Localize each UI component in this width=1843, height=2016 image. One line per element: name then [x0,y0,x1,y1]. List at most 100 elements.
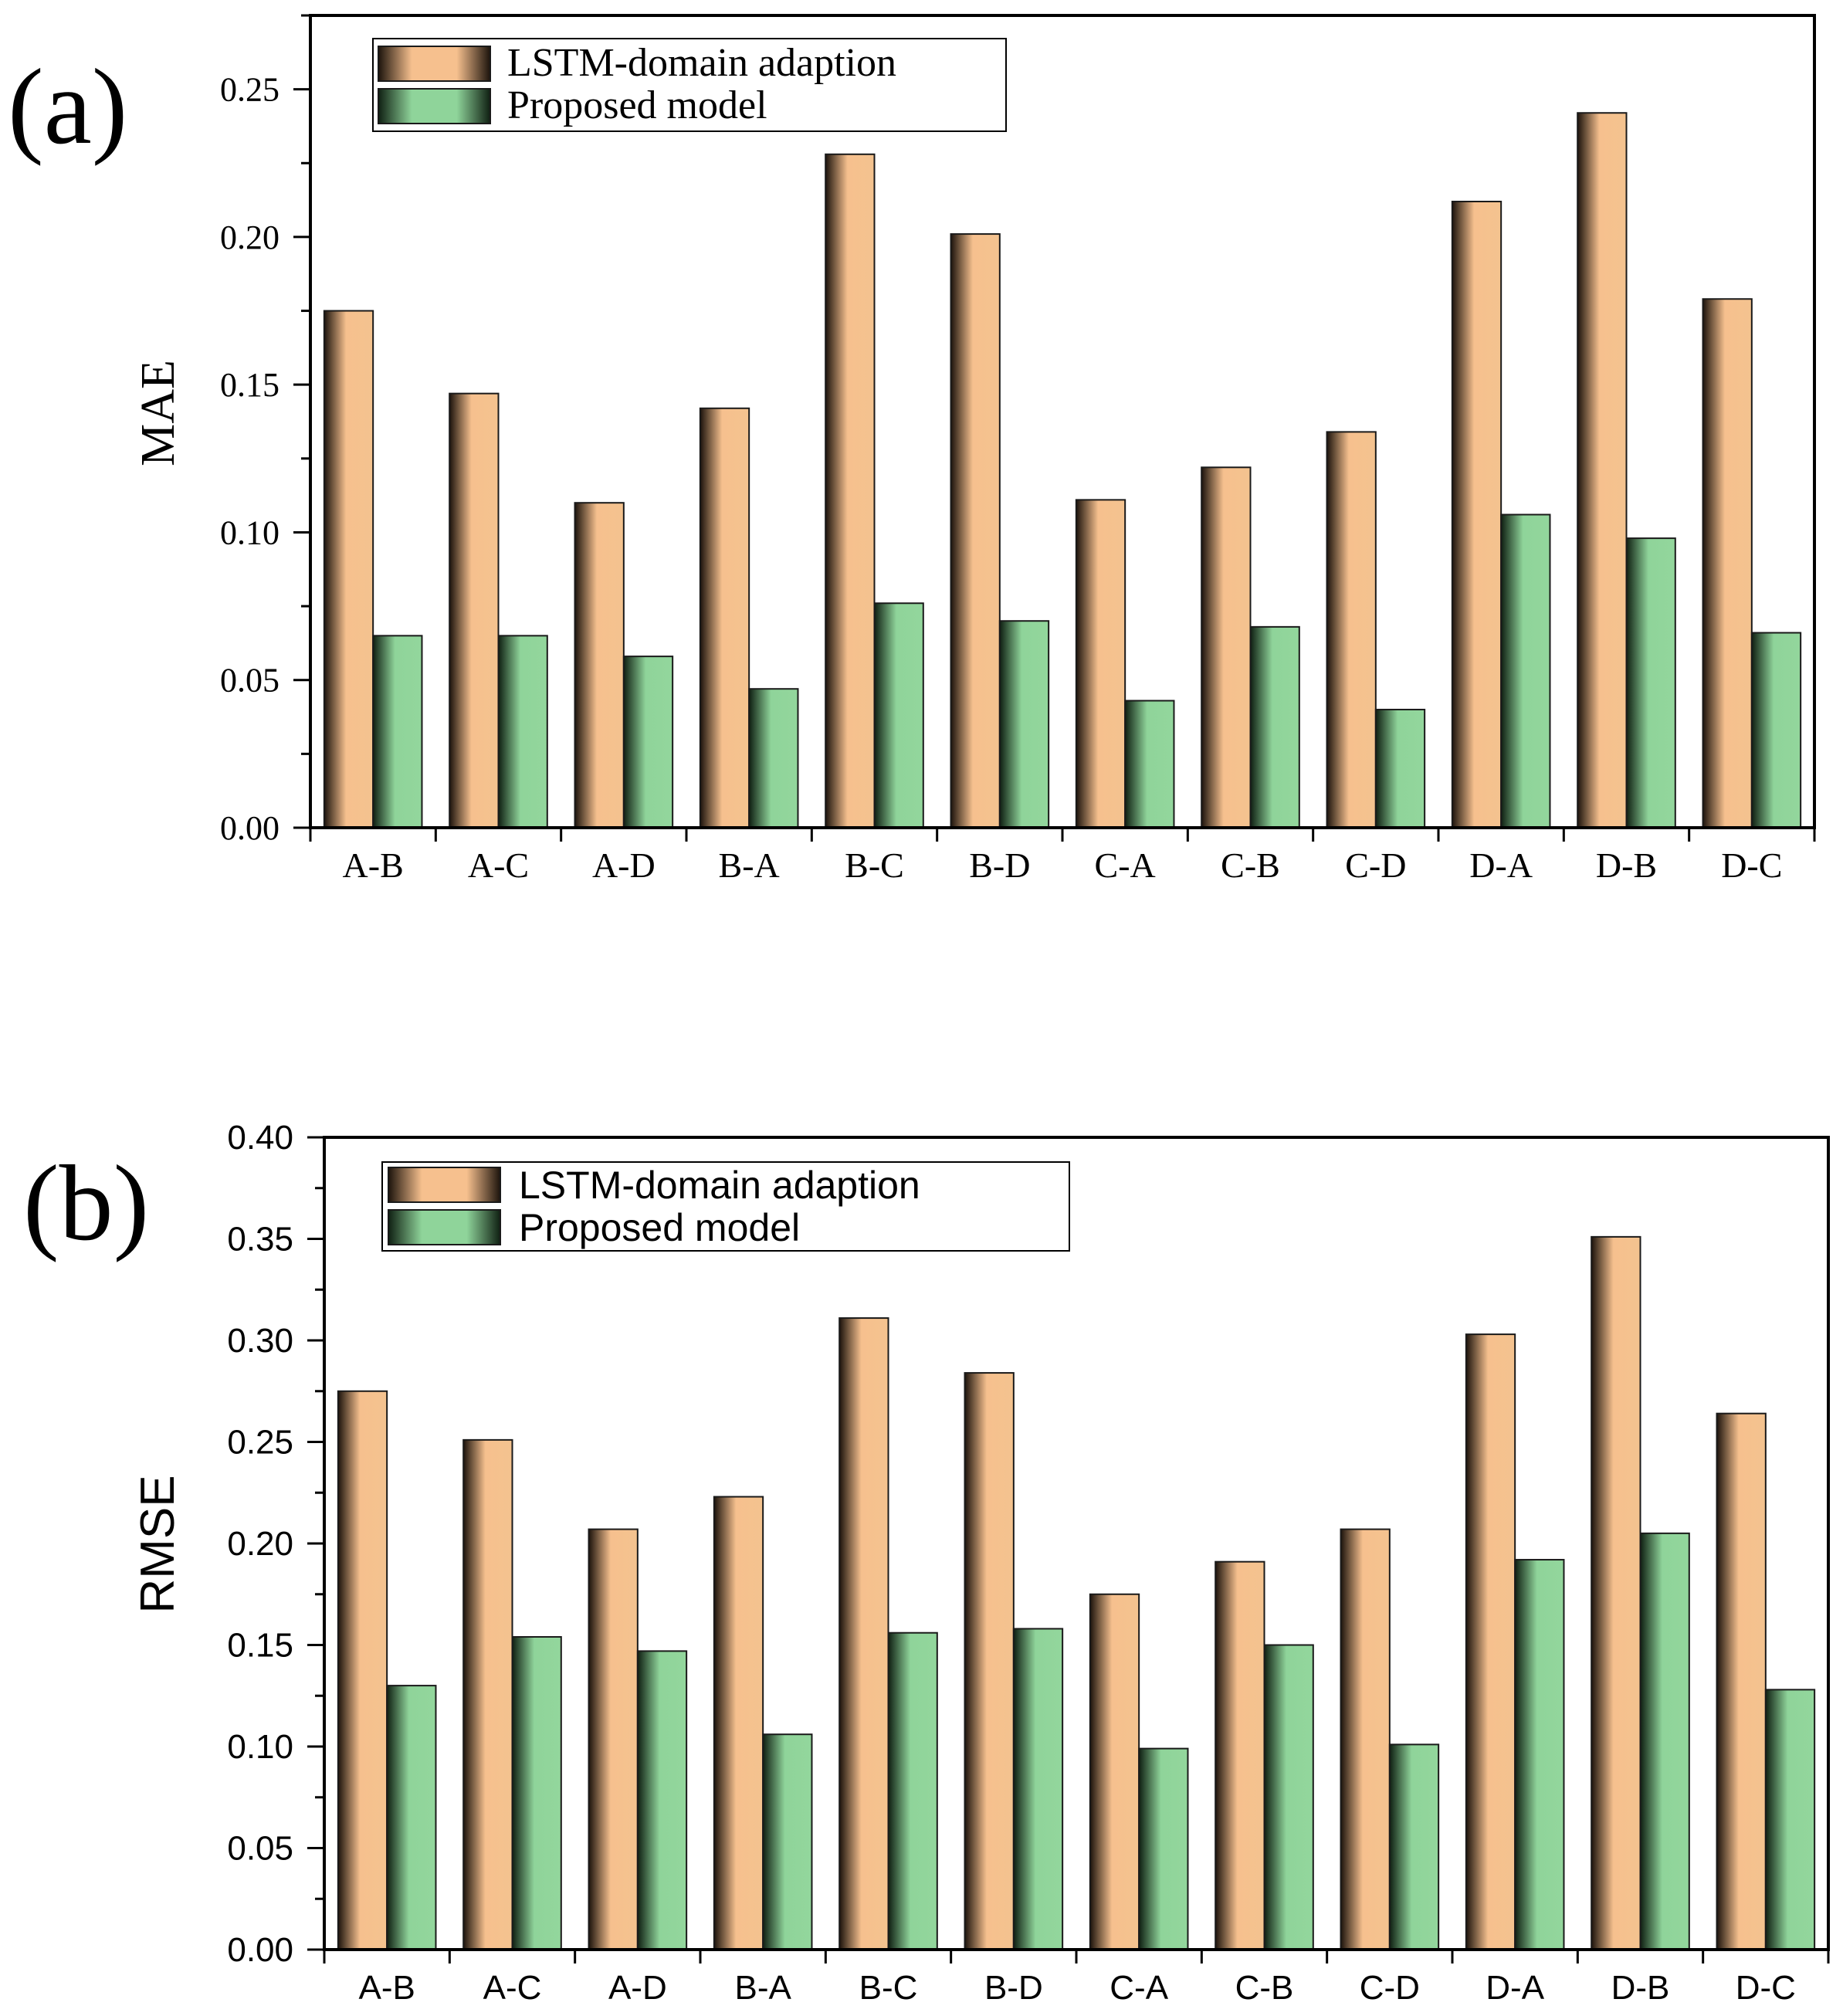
bar-proposed-D-A [1514,1559,1565,1951]
y-tick-label: 0.15 [220,366,279,404]
bar-lstm-B-C [825,153,876,828]
y-ticks: 0.00 0.05 0.10 0.15 0.20 0.25 0.30 0.35 0.40 [227,1119,324,1969]
bar-proposed-C-B [1263,1644,1314,1950]
bar-lstm-D-B [1577,112,1628,829]
bar-lstm-A-C [449,392,500,828]
y-tick-label: 0.40 [227,1119,293,1157]
bar-proposed-A-C [497,635,548,828]
x-tick-label-C-B: C-B [1221,845,1280,885]
x-tick-label-C-B: C-B [1235,1969,1294,2007]
chart-panel-b: (b) RMSE 0.00 0.05 0.10 0.15 0.20 0.25 0.30 0.3… [23,1119,1830,2007]
bar-lstm-C-A [1075,499,1126,829]
bar-lstm-D-C [1716,1412,1767,1951]
x-tick-label-D-C: D-C [1721,845,1782,885]
x-ticks: A-B A-C A-D B-A B-C B-D C-A C-B C-D D-A D-B D-C [323,1950,1830,2007]
legend-label-proposed: Proposed model [519,1206,800,1249]
legend-label-proposed: Proposed model [507,83,767,127]
bar-lstm-A-B [337,1390,388,1950]
legend-swatch-lstm [388,1167,501,1203]
bar-lstm-A-D [588,1528,639,1950]
panel-label: (a) [8,47,127,167]
legend-label-lstm: LSTM-domain adaption [507,41,896,85]
y-tick-label: 0.35 [227,1221,293,1259]
y-tick-label: 0.00 [227,1931,293,1969]
bar-lstm-B-A [699,407,750,828]
bars-group [323,112,1802,829]
bar-proposed-D-A [1500,513,1551,828]
x-tick-label-B-C: B-C [845,845,904,885]
legend-swatch-proposed [388,1209,501,1245]
legend-label-lstm: LSTM-domain adaption [519,1164,920,1207]
y-tick-label: 0.00 [220,809,279,847]
bar-lstm-A-B [323,310,374,828]
x-tick-label-D-A: D-A [1486,1969,1544,2007]
legend-swatch-proposed [378,88,491,124]
x-ticks: A-B A-C A-D B-A B-C B-D C-A C-B C-D D-A D-B D-C [309,828,1816,885]
bar-proposed-C-B [1249,625,1300,828]
bar-proposed-A-D [636,1650,688,1950]
legend-swatch-lstm [378,46,491,82]
x-tick-label-C-A: C-A [1110,1969,1168,2007]
bar-proposed-C-A [1124,700,1175,828]
bar-proposed-B-C [873,602,924,828]
x-tick-label-B-D: B-D [969,845,1030,885]
bar-proposed-A-B [372,635,423,828]
bar-proposed-C-D [1388,1743,1440,1951]
x-tick-label-C-D: C-D [1360,1969,1420,2007]
x-tick-label-B-A: B-A [734,1969,791,2007]
x-tick-label-A-B: A-B [343,845,404,885]
bar-lstm-D-B [1591,1235,1641,1950]
y-tick-label: 0.05 [220,662,279,700]
bar-lstm-B-A [713,1496,764,1950]
y-tick-label: 0.20 [220,219,279,256]
bar-proposed-A-B [386,1685,437,1951]
x-tick-label-A-D: A-D [608,1969,667,2007]
x-tick-label-D-B: D-B [1596,845,1657,885]
legend: LSTM-domain adaption Proposed model [381,1161,1070,1252]
x-tick-label-A-D: A-D [592,845,656,885]
bar-lstm-C-B [1215,1560,1265,1951]
plot-frame [309,14,1816,829]
x-tick-label-C-A: C-A [1095,845,1156,885]
y-tick-label: 0.25 [227,1424,293,1462]
bar-lstm-D-A [1451,201,1503,828]
y-axis-label: MAE [132,360,185,466]
x-tick-label-A-C: A-C [468,845,529,885]
panel-label: (b) [23,1144,149,1263]
bar-proposed-D-C [1750,632,1802,829]
y-tick-label: 0.15 [227,1627,293,1665]
x-tick-label-B-A: B-A [719,845,780,885]
bar-lstm-C-B [1201,466,1252,828]
bars-group [337,1235,1816,1951]
x-tick-label-B-D: B-D [984,1969,1043,2007]
bar-proposed-B-A [748,688,799,828]
bar-lstm-B-D [964,1372,1015,1950]
bar-lstm-D-C [1702,298,1753,828]
y-tick-label: 0.10 [227,1728,293,1766]
x-tick-label-D-A: D-A [1469,845,1533,885]
y-axis-label: RMSE [131,1475,185,1613]
bar-proposed-B-D [1012,1628,1064,1950]
bar-lstm-B-D [950,233,1001,829]
x-tick-label-C-D: C-D [1345,845,1406,885]
bar-lstm-D-A [1465,1333,1516,1950]
bar-lstm-C-D [1326,431,1377,828]
x-tick-label-A-C: A-C [483,1969,542,2007]
bar-proposed-D-B [1639,1532,1690,1950]
bar-proposed-C-D [1374,708,1426,828]
bar-proposed-C-A [1138,1747,1189,1950]
y-tick-label: 0.10 [220,513,279,551]
y-ticks: 0.00 0.05 0.10 0.15 0.20 0.25 [220,14,310,847]
plot-frame [323,1136,1830,1951]
x-tick-label-B-C: B-C [859,1969,918,2007]
legend: LSTM-domain adaption Proposed model [372,38,1007,132]
bar-proposed-A-D [622,656,674,829]
bar-lstm-B-C [838,1317,889,1950]
bar-proposed-B-C [887,1631,938,1950]
bar-lstm-A-C [462,1438,513,1950]
bar-proposed-B-A [762,1733,813,1950]
bar-proposed-B-D [998,620,1050,829]
bar-proposed-A-C [511,1635,562,1950]
bar-lstm-A-D [574,502,625,828]
y-tick-label: 0.20 [227,1525,293,1563]
